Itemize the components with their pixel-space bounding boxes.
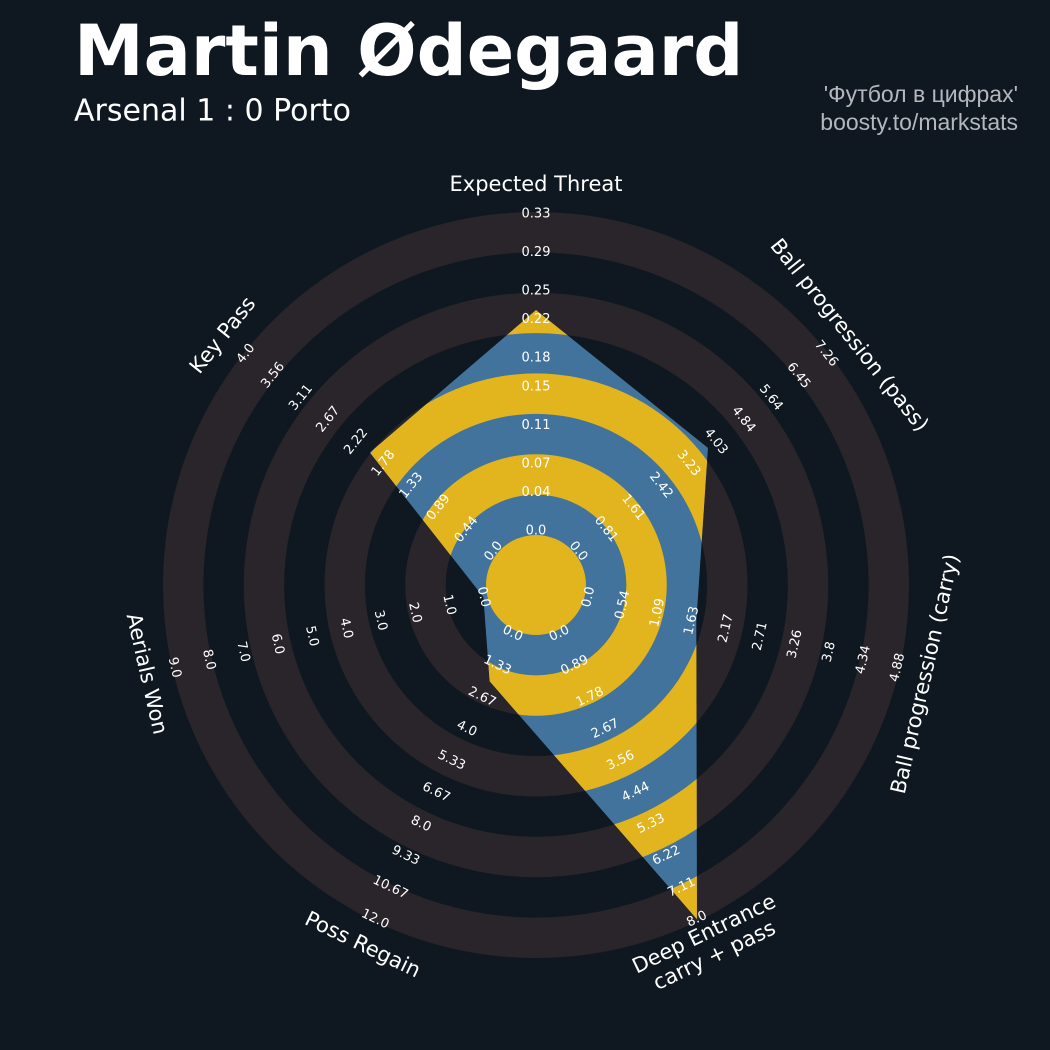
axis-label: Expected Threat (450, 172, 623, 196)
tick-label: 0.22 (522, 312, 551, 327)
tick-label: 2.0 (405, 601, 424, 625)
credit: boosty.to/markstats (820, 109, 1018, 135)
tick-label: 0.25 (522, 283, 551, 298)
tick-label: 9.0 (165, 656, 184, 680)
tick-label: 8.0 (199, 648, 218, 672)
tick-label: 1.63 (681, 605, 702, 637)
tick-label: 4.0 (336, 617, 355, 641)
tick-label: 6.0 (268, 632, 287, 656)
tick-label: 0.15 (522, 379, 551, 394)
credit: 'Футбол в цифрах' (824, 81, 1018, 107)
tick-label: 3.0 (371, 609, 390, 633)
tick-label: 2.17 (716, 613, 737, 645)
tick-label: 0.0 (579, 585, 598, 609)
tick-label: 0.04 (522, 485, 551, 500)
ring-in-polygon (486, 535, 586, 635)
tick-label: 0.0 (474, 585, 493, 609)
tick-label: 0.11 (522, 418, 551, 433)
tick-label: 7.0 (233, 640, 252, 664)
axis-label-line: Expected Threat (450, 172, 623, 196)
tick-label: 5.0 (302, 624, 321, 648)
tick-label: 3.26 (785, 628, 806, 660)
tick-label: 0.33 (522, 207, 551, 222)
tick-label: 0.0 (526, 524, 547, 539)
tick-label: 0.29 (522, 245, 551, 260)
tick-label: 1.09 (647, 597, 668, 629)
tick-label: 0.54 (612, 589, 633, 621)
tick-label: 4.88 (887, 652, 908, 684)
tick-label: 0.07 (522, 456, 551, 471)
tick-label: 1.0 (439, 593, 458, 617)
chart-title: Martin Ødegaard (74, 10, 743, 92)
chart-subtitle: Arsenal 1 : 0 Porto (74, 94, 351, 129)
tick-label: 3.8 (820, 640, 839, 664)
tick-label: 4.34 (853, 644, 874, 676)
tick-label: 2.71 (750, 620, 771, 652)
tick-label: 0.18 (522, 351, 551, 366)
